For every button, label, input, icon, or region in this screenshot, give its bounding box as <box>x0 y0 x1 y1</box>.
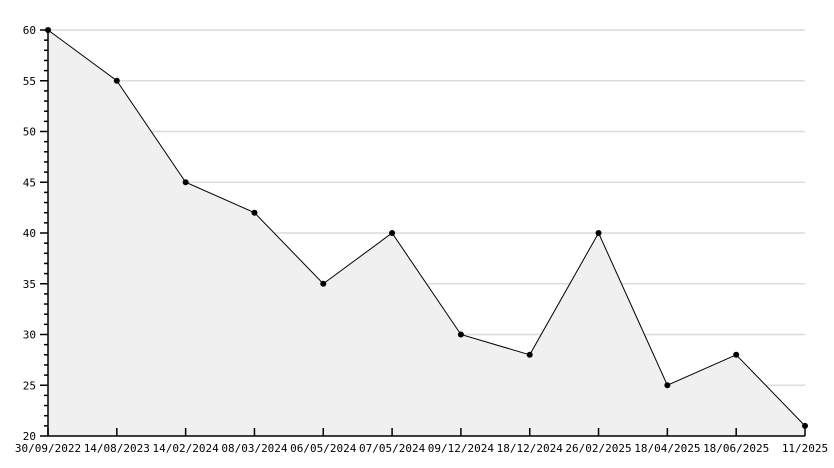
x-axis-label: 18/12/2024 <box>497 442 564 455</box>
data-point-marker <box>457 331 464 338</box>
y-axis-label: 50 <box>23 126 36 139</box>
y-axis-label: 30 <box>23 329 36 342</box>
y-axis-label: 20 <box>23 430 36 443</box>
data-point-marker <box>251 209 258 216</box>
y-axis-label: 40 <box>23 227 36 240</box>
data-point-marker <box>595 230 602 236</box>
y-axis-label: 60 <box>23 24 36 37</box>
y-axis-label: 35 <box>23 278 36 291</box>
x-axis-label: 18/04/2025 <box>634 442 700 455</box>
x-axis-label: 30/09/2022 <box>15 442 81 455</box>
x-axis-label: 06/05/2024 <box>290 442 357 455</box>
x-axis-label: 07/05/2024 <box>359 442 426 455</box>
x-axis-label: 11/2025 <box>782 442 828 455</box>
series-line <box>47 29 806 427</box>
x-axis-label: 18/06/2025 <box>703 442 769 455</box>
data-point-marker <box>389 230 396 236</box>
data-point-marker <box>113 77 120 84</box>
x-axis-label: 14/02/2024 <box>153 442 220 455</box>
x-axis-label: 09/12/2024 <box>428 442 495 455</box>
y-axis-label: 55 <box>23 75 36 88</box>
x-axis-label: 14/08/2023 <box>84 442 150 455</box>
y-axis-label: 45 <box>23 176 36 189</box>
data-point-marker <box>802 422 808 429</box>
data-point-marker <box>733 351 740 358</box>
y-axis-label: 25 <box>23 379 36 392</box>
x-axis-label: 08/03/2024 <box>221 442 288 455</box>
data-point-marker <box>526 351 533 358</box>
data-point-marker <box>664 382 671 389</box>
x-axis-label: 26/02/2025 <box>565 442 631 455</box>
data-point-marker <box>320 280 327 287</box>
data-point-marker <box>182 179 189 186</box>
series-area-fill <box>48 30 805 436</box>
